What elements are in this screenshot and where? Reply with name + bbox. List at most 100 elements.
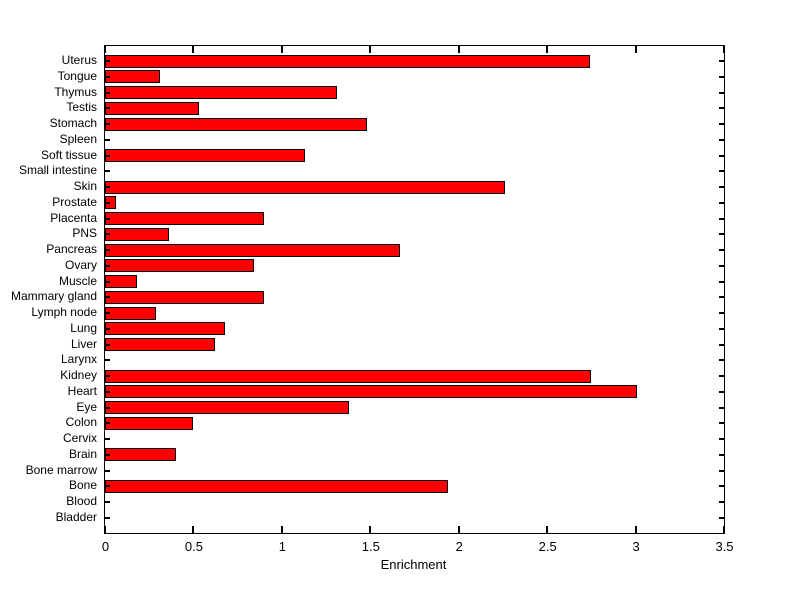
y-tick-label: Cervix	[62, 431, 97, 446]
bar-mammary-gland	[105, 290, 265, 304]
y-tick-right	[719, 91, 724, 94]
y-tick-label: Larynx	[60, 352, 97, 367]
y-tick-left	[105, 170, 110, 173]
x-tick-label: 1	[278, 539, 286, 554]
y-tick-label: Small intestine	[18, 163, 97, 178]
x-tick-top	[457, 46, 460, 53]
bar-kidney	[105, 369, 592, 383]
bar-lung	[105, 322, 226, 336]
y-tick-left	[105, 249, 110, 252]
bar-uterus	[105, 54, 590, 68]
x-tick-top	[104, 46, 106, 53]
x-tick-label: 2.5	[538, 539, 557, 554]
x-tick-label: 3.5	[715, 539, 734, 554]
x-tick-label: 0.5	[184, 539, 203, 554]
y-tick-right	[719, 501, 724, 504]
y-tick-label: Testis	[66, 100, 97, 115]
y-tick-right	[719, 233, 724, 236]
y-tick-left	[105, 517, 110, 519]
bar-liver	[105, 338, 215, 352]
bar-pancreas	[105, 243, 401, 257]
y-tick-right	[719, 217, 724, 220]
y-tick-right	[719, 422, 724, 425]
x-tick-label: 3	[632, 539, 640, 554]
bar-colon	[105, 416, 194, 430]
y-tick-label: Bone	[68, 478, 97, 493]
x-tick-bottom	[723, 526, 725, 533]
y-tick-right	[719, 280, 724, 283]
y-tick-label: Soft tissue	[40, 147, 97, 162]
y-tick-label: Bone marrow	[25, 462, 97, 477]
x-tick-top	[546, 46, 549, 53]
y-tick-right	[719, 138, 724, 141]
x-tick-bottom	[546, 526, 549, 533]
plot-area	[104, 45, 725, 534]
x-tick-top	[280, 46, 283, 53]
y-tick-left	[105, 233, 110, 236]
y-tick-right	[719, 438, 724, 441]
y-tick-left	[105, 75, 110, 78]
y-tick-right	[719, 60, 724, 62]
y-tick-label: Brain	[68, 446, 97, 461]
y-tick-label: Heart	[67, 383, 97, 398]
y-tick-left	[105, 312, 110, 315]
y-tick-right	[719, 154, 724, 157]
x-tick-label: 1.5	[361, 539, 380, 554]
bar-pns	[105, 227, 169, 241]
y-tick-label: Colon	[65, 415, 97, 430]
y-tick-left	[105, 469, 110, 472]
bar-thymus	[105, 86, 337, 100]
y-tick-left	[105, 406, 110, 409]
y-tick-label: Stomach	[49, 116, 97, 131]
x-tick-bottom	[192, 526, 195, 533]
y-tick-label: Bladder	[55, 510, 97, 524]
y-tick-right	[719, 375, 724, 378]
y-tick-right	[719, 453, 724, 456]
y-tick-right	[719, 517, 724, 519]
bar-skin	[105, 180, 505, 194]
y-tick-label: Lung	[70, 320, 97, 335]
y-tick-right	[719, 249, 724, 252]
y-tick-left	[105, 501, 110, 504]
y-tick-left	[105, 264, 110, 267]
y-tick-left	[105, 123, 110, 126]
y-tick-left	[105, 91, 110, 94]
bar-lymph-node	[105, 306, 157, 320]
x-tick-top	[723, 46, 725, 53]
y-tick-right	[719, 359, 724, 362]
x-tick-label: 0	[101, 539, 110, 554]
y-tick-left	[105, 107, 110, 110]
y-tick-right	[719, 75, 724, 78]
y-tick-label: Placenta	[50, 210, 97, 225]
bar-tongue	[105, 70, 160, 84]
y-tick-left	[105, 296, 110, 299]
y-tick-label: Liver	[70, 336, 97, 351]
y-tick-right	[719, 485, 724, 488]
bar-brain	[105, 448, 176, 462]
y-tick-label: PNS	[72, 226, 97, 241]
y-tick-left	[105, 217, 110, 220]
x-tick-bottom	[369, 526, 372, 533]
y-tick-left	[105, 438, 110, 441]
y-tick-right	[719, 327, 724, 330]
x-tick-bottom	[104, 526, 106, 533]
y-tick-right	[719, 264, 724, 267]
y-tick-label: Uterus	[61, 53, 97, 67]
bar-stomach	[105, 117, 367, 131]
y-tick-right	[719, 390, 724, 393]
y-tick-label: Mammary gland	[10, 289, 97, 304]
y-tick-label: Kidney	[60, 368, 97, 383]
y-tick-left	[105, 186, 110, 189]
y-tick-right	[719, 123, 724, 126]
y-tick-left	[105, 390, 110, 393]
y-tick-left	[105, 154, 110, 157]
y-tick-left	[105, 201, 110, 204]
x-tick-top	[192, 46, 195, 53]
y-tick-right	[719, 469, 724, 472]
y-tick-left	[105, 375, 110, 378]
y-tick-right	[719, 170, 724, 173]
bar-heart	[105, 385, 638, 399]
y-tick-right	[719, 312, 724, 315]
x-tick-top	[369, 46, 372, 53]
